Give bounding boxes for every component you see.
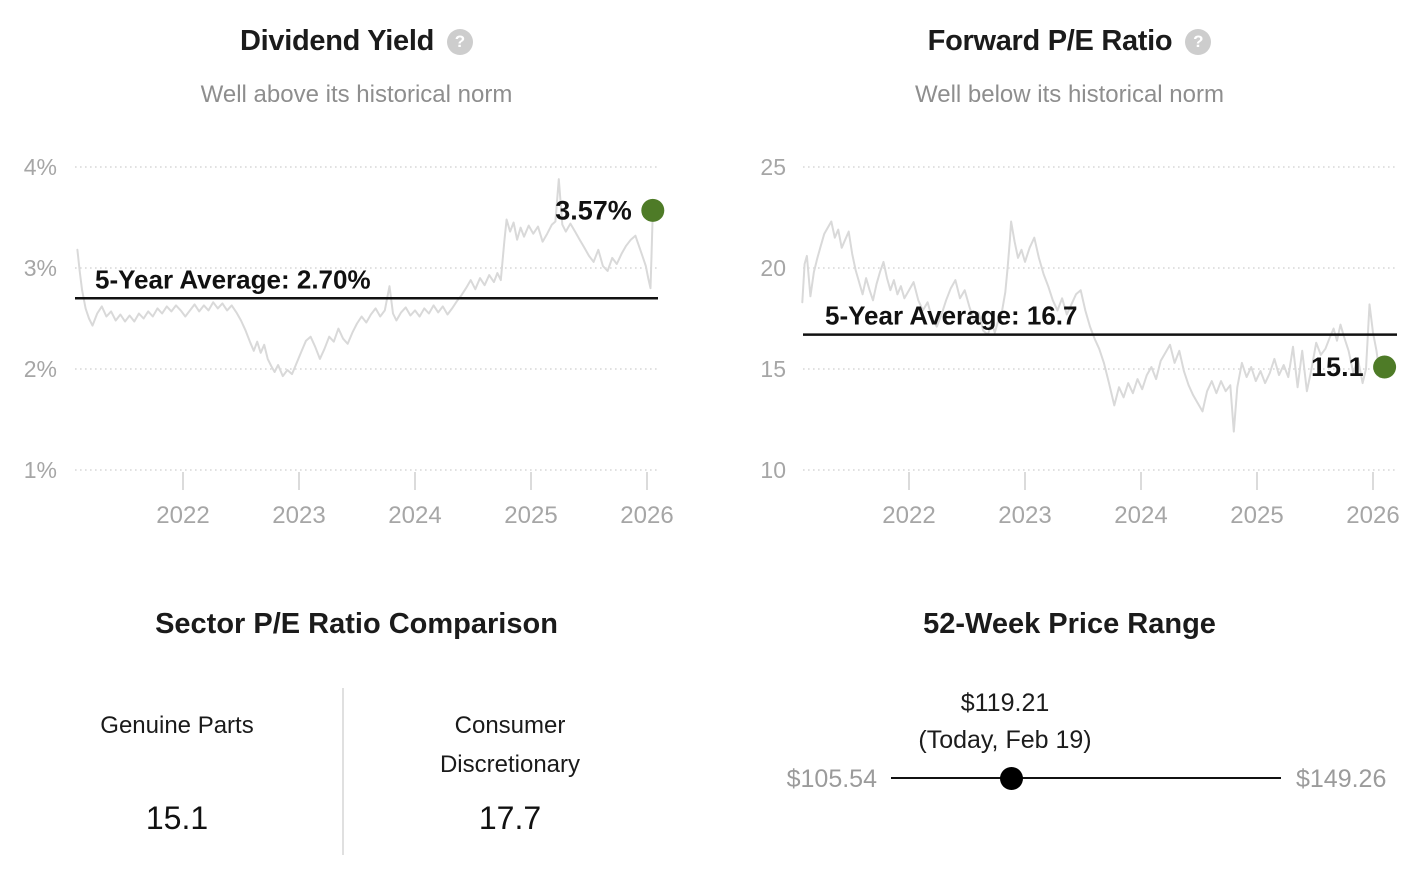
y-axis-tick-label: 1% (24, 457, 57, 483)
x-axis-tick-label: 2026 (1346, 502, 1399, 529)
current-value-dot (641, 198, 665, 222)
range-high-label: $149.26 (1296, 765, 1387, 793)
history-line (801, 220, 1386, 433)
current-price-note: (Today, Feb 19) (918, 726, 1092, 754)
sector-column-label: Consumer Discretionary (439, 712, 581, 778)
help-icon[interactable]: ? (1185, 28, 1212, 55)
range-marker (1000, 767, 1024, 790)
current-value-label: 15.1 (1311, 352, 1364, 382)
range-track (891, 777, 1281, 779)
dividend-yield-subtitle: Well above its historical norm (200, 81, 513, 108)
current-value-label: 3.57% (555, 195, 632, 225)
forward-pe-title: Forward P/E Ratio (927, 25, 1173, 57)
column-divider (342, 688, 344, 855)
forward-pe-panel: 25 20 15 10 2022 2023 2024 2025 2026 5-Year Avera… (713, 0, 1426, 580)
y-axis-tick-label: 2% (24, 356, 57, 382)
sector-pe-title: Sector P/E Ratio Comparison (155, 608, 558, 640)
company-pe-value: 15.1 (145, 800, 209, 836)
dividend-yield-title: Dividend Yield (239, 25, 434, 57)
dividend-yield-panel: 4% 3% 2% 1% 2022 2023 2024 2025 2026 5-Year Avera… (0, 0, 713, 580)
company-column-label: Genuine Parts (100, 712, 254, 739)
x-axis-tick-label: 2026 (620, 502, 673, 529)
x-axis-tick-label: 2023 (272, 502, 325, 529)
history-line (76, 178, 654, 378)
average-label: 5-Year Average: 2.70% (95, 264, 371, 294)
y-axis-tick-label: 10 (760, 457, 786, 483)
x-axis-tick-label: 2024 (388, 502, 441, 529)
y-axis-tick-label: 25 (760, 154, 786, 180)
forward-pe-subtitle: Well below its historical norm (915, 81, 1224, 108)
y-axis-tick-label: 20 (760, 255, 786, 281)
sector-pe-comparison-panel: Sector P/E Ratio Comparison Genuine Part… (0, 560, 713, 874)
x-axis-tick-label: 2025 (504, 502, 557, 529)
help-icon[interactable]: ? (447, 28, 473, 55)
current-price-block: $119.21 (Today, Feb 19) (865, 685, 1145, 759)
sector-pe-value: 17.7 (478, 800, 542, 836)
y-axis-tick-label: 4% (24, 154, 57, 180)
x-axis-tick-label: 2022 (882, 502, 935, 529)
forward-pe-chart: 25 20 15 10 2022 2023 2024 2025 2026 5-Year Avera… (760, 154, 1399, 529)
price-range-panel: 52-Week Price Range $119.21 (Today, Feb … (713, 560, 1426, 874)
price-range-title: 52-Week Price Range (923, 608, 1216, 640)
y-axis-tick-label: 15 (760, 356, 786, 382)
dividend-yield-chart: 4% 3% 2% 1% 2022 2023 2024 2025 2026 5-Year Avera… (24, 154, 674, 529)
current-price: $119.21 (960, 689, 1050, 717)
range-low-label: $105.54 (786, 765, 877, 793)
x-axis-tick-label: 2025 (1230, 502, 1283, 529)
x-axis-tick-label: 2023 (998, 502, 1051, 529)
x-axis-tick-label: 2022 (156, 502, 209, 529)
y-axis-tick-label: 3% (24, 255, 57, 281)
x-axis-tick-label: 2024 (1114, 502, 1167, 529)
current-value-dot (1373, 355, 1397, 379)
average-label: 5-Year Average: 16.7 (825, 301, 1077, 331)
